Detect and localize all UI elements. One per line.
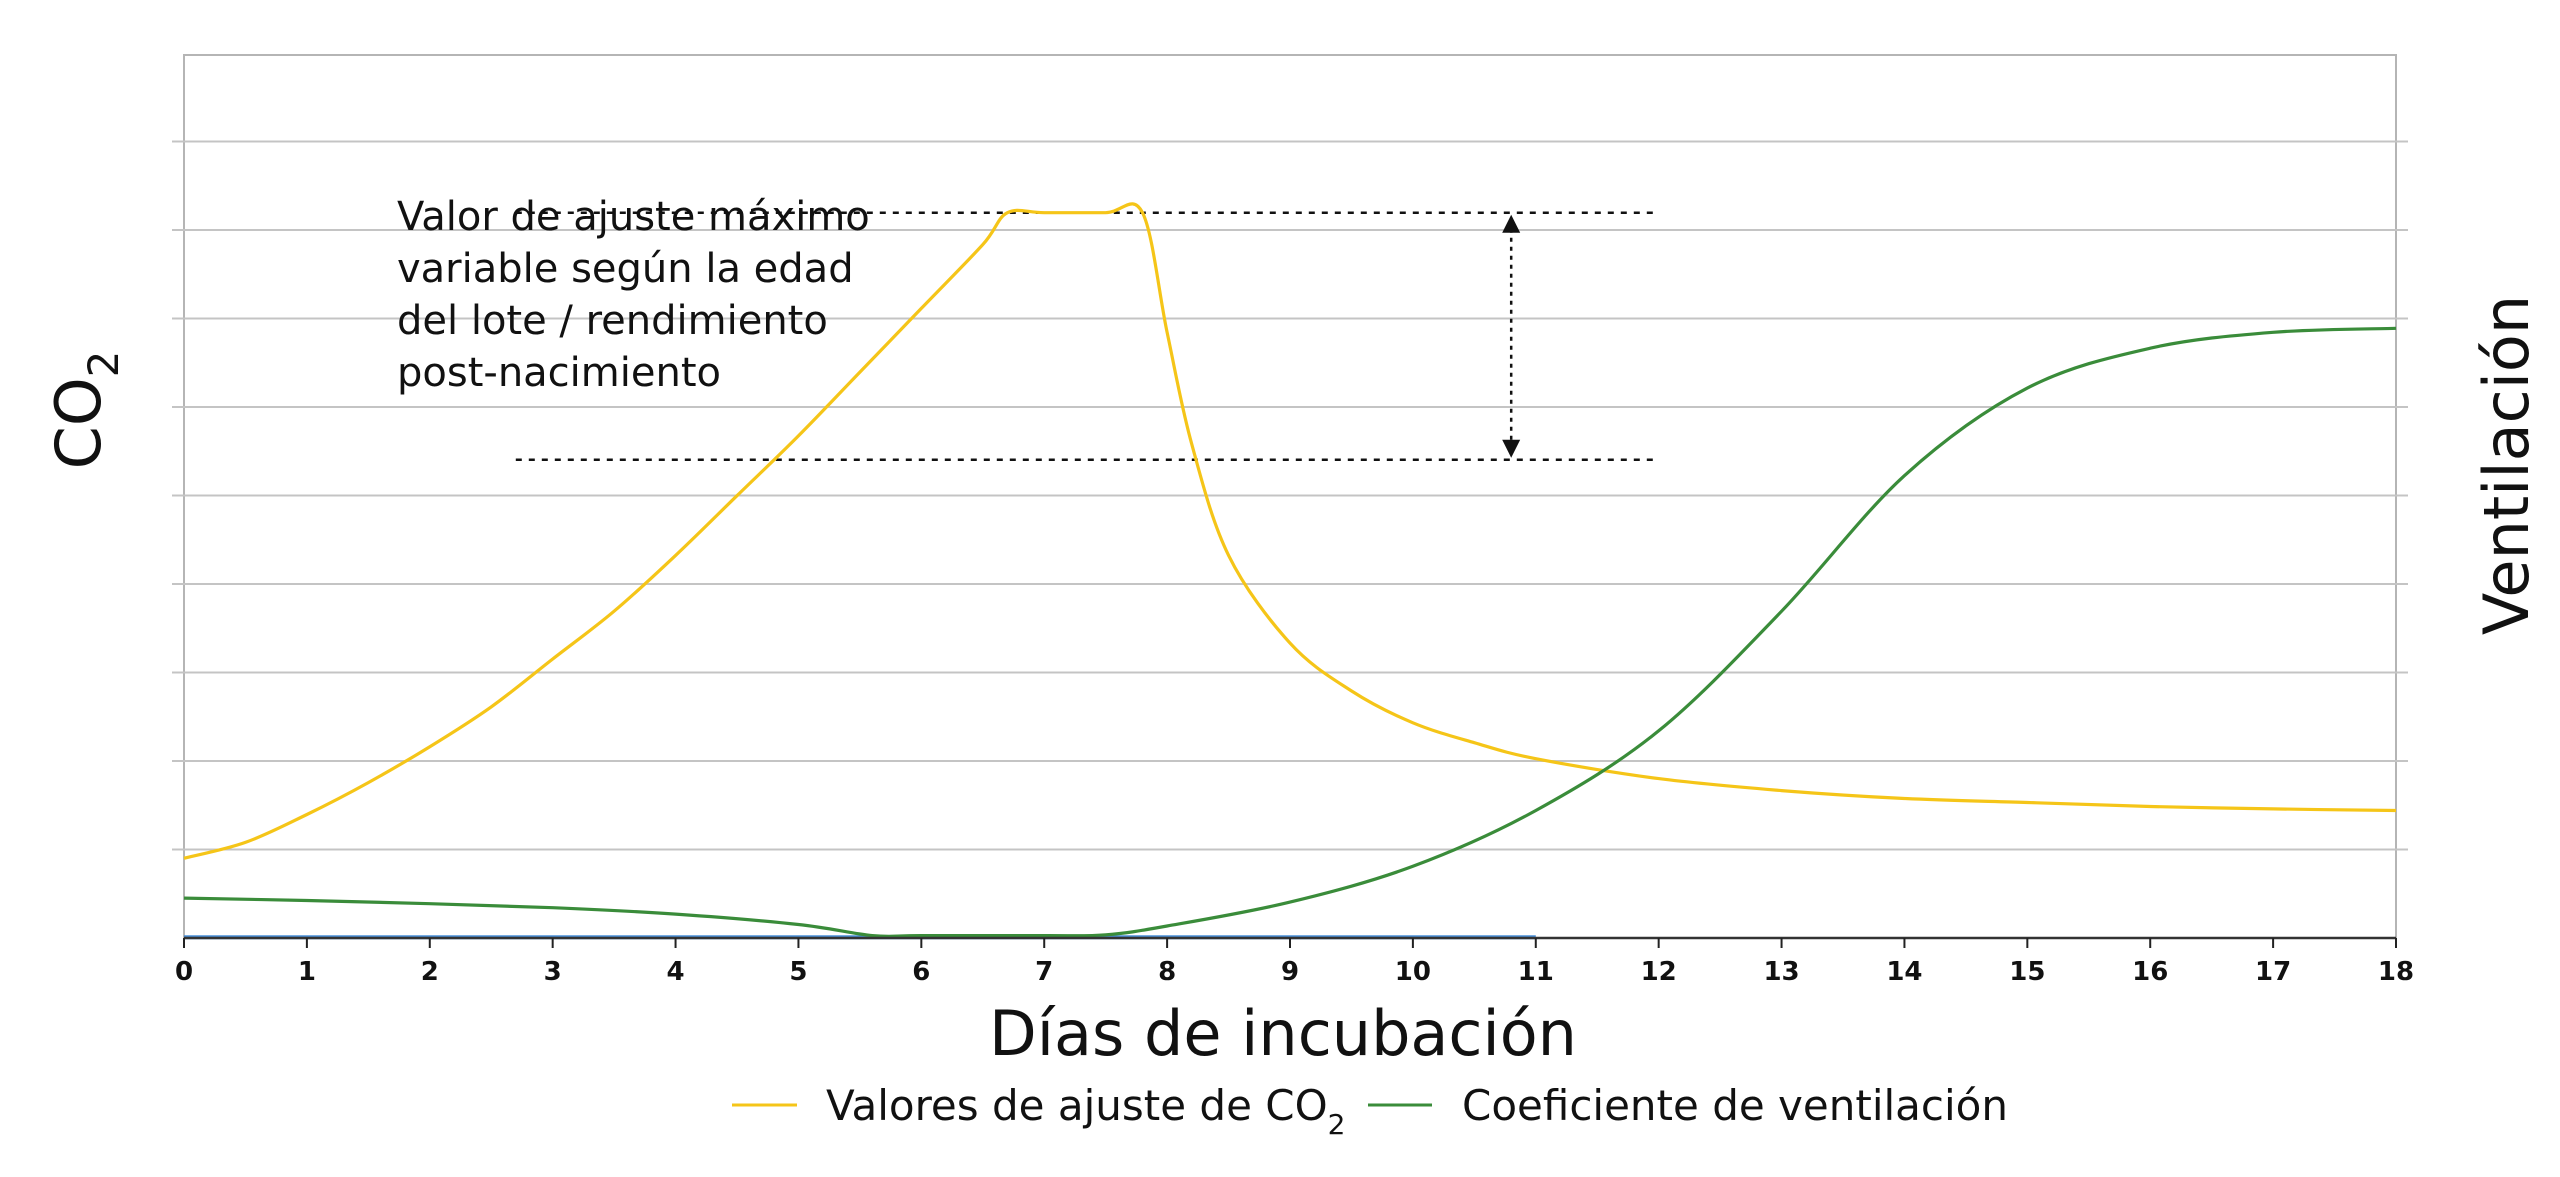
x-tick-label: 14 [1886, 957, 1922, 987]
x-ticks: 0 1 2 3 4 5 6 7 8 9 10 11 12 13 14 15 16 17 18 [175, 938, 2414, 987]
annotation-text-line: post-nacimiento [397, 350, 721, 396]
annotation: Valor de ajuste máximo variable según la … [397, 194, 1659, 462]
x-tick-label: 9 [1281, 957, 1299, 987]
annotation-text-line: del lote / rendimiento [397, 298, 828, 344]
y-axis-title-left-base: CO [42, 377, 115, 469]
annotation-arrow-head-down [1502, 439, 1521, 458]
gridlines [172, 140, 2408, 851]
legend-label-co2: Valores de ajuste de CO2 [826, 1081, 1345, 1141]
x-tick-label: 18 [2378, 957, 2414, 987]
x-tick-label: 2 [421, 957, 439, 987]
series-line-co2 [183, 202, 2397, 860]
annotation-text: Valor de ajuste máximo variable según la … [397, 194, 870, 396]
x-tick-label: 8 [1158, 957, 1176, 987]
x-axis-title: Días de incubación [989, 997, 1577, 1070]
x-tick-label: 5 [789, 957, 807, 987]
legend: Valores de ajuste de CO2 Coeficiente de … [732, 1081, 2008, 1141]
x-tick-label: 3 [544, 957, 562, 987]
x-tick-label: 11 [1518, 957, 1554, 987]
annotation-text-line: variable según la edad [397, 246, 854, 292]
legend-label-ventilation: Coeficiente de ventilación [1462, 1081, 2008, 1130]
x-tick-label: 17 [2255, 957, 2291, 987]
x-tick-label: 16 [2132, 957, 2168, 987]
x-tick-label: 10 [1395, 957, 1431, 987]
annotation-arrow-head-up [1502, 214, 1521, 233]
y-axis-title-left: CO2 [42, 351, 128, 470]
annotation-text-line: Valor de ajuste máximo [397, 194, 870, 240]
x-tick-label: 13 [1763, 957, 1799, 987]
y-axis-title-right: Ventilación [2470, 295, 2543, 635]
x-tick-label: 7 [1035, 957, 1053, 987]
x-tick-label: 1 [298, 957, 316, 987]
x-tick-label: 4 [667, 957, 685, 987]
x-tick-label: 0 [175, 957, 193, 987]
x-tick-label: 15 [2009, 957, 2045, 987]
legend-label-co2-sub: 2 [1328, 1108, 1346, 1141]
legend-label-co2-base: Valores de ajuste de CO [826, 1081, 1328, 1130]
x-tick-label: 12 [1641, 957, 1677, 987]
y-axis-title-left-sub: 2 [79, 351, 128, 378]
series-line-ventilation [183, 326, 2397, 939]
x-tick-label: 6 [912, 957, 930, 987]
